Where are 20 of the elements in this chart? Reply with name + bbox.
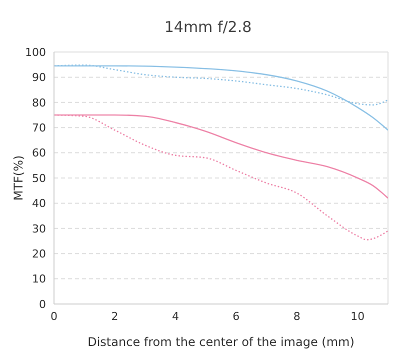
chart-title: 14mm f/2.8: [163, 17, 253, 38]
y-tick-label: 100: [25, 46, 46, 59]
x-axis-title: Distance from the center of the image (mm): [88, 335, 354, 349]
y-axis-title: MTF(%): [11, 155, 26, 201]
x-tick-label: 6: [232, 310, 240, 323]
y-tick-label: 0: [39, 298, 46, 311]
y-tick-label: 30: [32, 222, 46, 236]
x-tick-label: 4: [172, 310, 179, 323]
y-tick-label: 40: [32, 197, 46, 210]
x-tick-label: 0: [50, 310, 58, 323]
y-tick-label: 20: [32, 248, 46, 261]
x-tick-label: 8: [293, 310, 300, 323]
x-tick-label: 2: [111, 310, 118, 323]
y-tick-label: 90: [32, 71, 46, 84]
y-tick-label: 70: [32, 122, 46, 135]
y-tick-label: 10: [32, 272, 46, 286]
y-tick-label: 50: [32, 172, 46, 185]
x-tick-label: 10: [350, 310, 365, 323]
y-tick-label: 60: [32, 146, 46, 160]
y-tick-label: 80: [32, 96, 46, 110]
